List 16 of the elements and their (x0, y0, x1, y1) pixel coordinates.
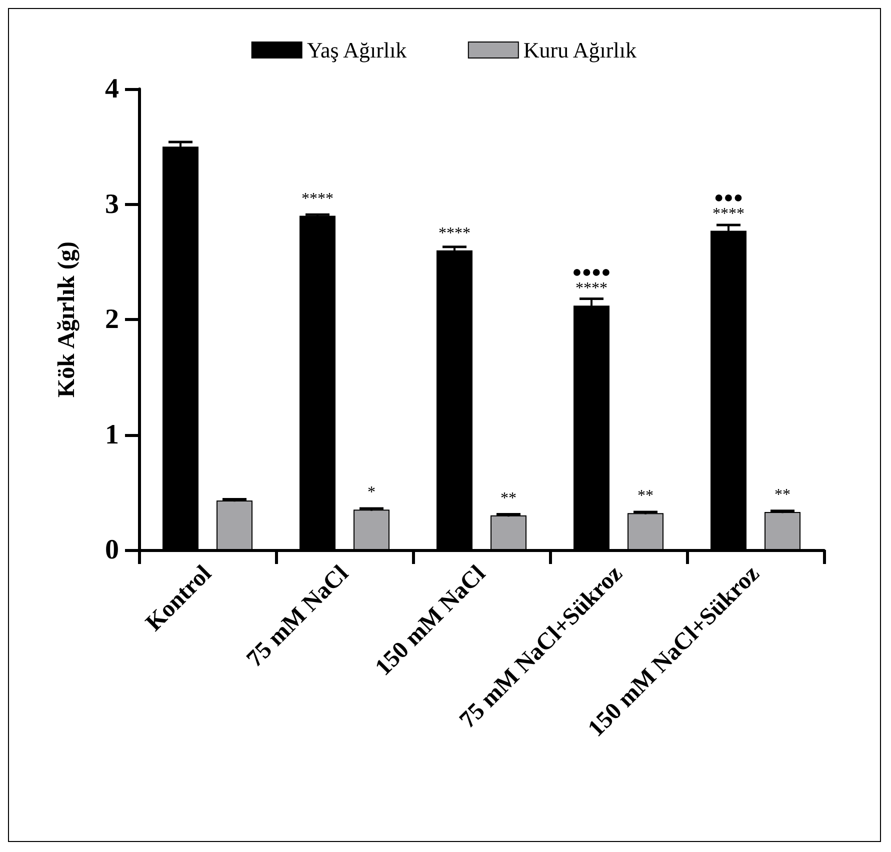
data-label: * (368, 484, 376, 502)
data-label: **** (302, 190, 334, 208)
data-label: ** (774, 486, 790, 504)
y-tick-label: 2 (105, 304, 119, 335)
y-tick-label: 0 (105, 534, 119, 566)
y-tick-label: 4 (105, 74, 119, 104)
data-label: ●●●● **** (572, 264, 611, 298)
data-label: ** (638, 488, 654, 505)
data-label: ●●● **** (712, 189, 744, 222)
legend-label: Kuru Ağırlık (523, 38, 636, 62)
legend-label: Yaş Ağırlık (306, 38, 407, 62)
data-label: **** (438, 224, 470, 242)
y-tick-label: 1 (105, 419, 119, 450)
data-label: ** (500, 490, 516, 507)
y-tick-label: 3 (105, 188, 119, 220)
y-axis-title: Kök Ağırlık (g) (54, 241, 80, 398)
